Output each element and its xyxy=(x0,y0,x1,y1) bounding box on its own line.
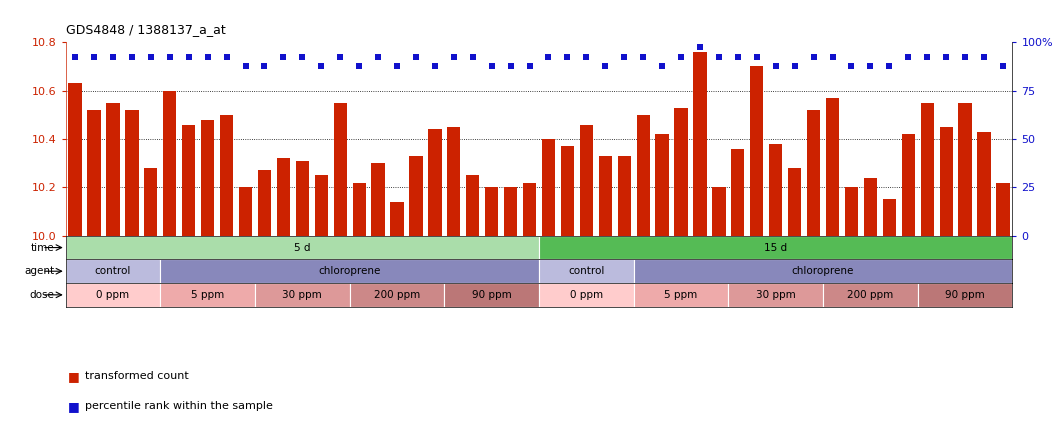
Bar xyxy=(239,187,252,236)
Bar xyxy=(391,202,403,236)
Bar xyxy=(485,187,499,236)
Text: agent: agent xyxy=(24,266,54,276)
Bar xyxy=(539,259,633,283)
Text: 5 ppm: 5 ppm xyxy=(191,290,225,300)
Bar xyxy=(504,187,517,236)
Bar xyxy=(713,187,725,236)
Bar xyxy=(182,124,195,236)
Bar xyxy=(353,183,365,236)
Bar xyxy=(633,259,1012,283)
Bar xyxy=(447,127,461,236)
Bar xyxy=(160,259,539,283)
Bar xyxy=(997,183,1009,236)
Bar xyxy=(656,134,668,236)
Bar xyxy=(939,127,953,236)
Bar xyxy=(66,236,539,259)
Bar xyxy=(769,144,783,236)
Bar xyxy=(823,283,918,307)
Bar xyxy=(257,170,271,236)
Bar xyxy=(958,103,972,236)
Text: 5 d: 5 d xyxy=(294,242,310,253)
Text: 15 d: 15 d xyxy=(765,242,787,253)
Text: 90 ppm: 90 ppm xyxy=(946,290,985,300)
Bar xyxy=(731,149,744,236)
Text: 5 ppm: 5 ppm xyxy=(664,290,698,300)
Bar xyxy=(542,139,555,236)
Bar xyxy=(579,124,593,236)
Bar xyxy=(918,283,1012,307)
Bar xyxy=(633,283,729,307)
Bar xyxy=(788,168,802,236)
Text: 200 ppm: 200 ppm xyxy=(847,290,894,300)
Bar xyxy=(920,103,934,236)
Bar xyxy=(523,183,536,236)
Bar xyxy=(845,187,858,236)
Bar xyxy=(66,259,160,283)
Bar xyxy=(295,161,309,236)
Text: transformed count: transformed count xyxy=(85,371,189,382)
Bar xyxy=(410,156,423,236)
Text: ■: ■ xyxy=(68,370,79,383)
Bar xyxy=(88,110,101,236)
Bar xyxy=(315,175,328,236)
Bar xyxy=(729,283,823,307)
Bar xyxy=(977,132,990,236)
Bar xyxy=(66,283,160,307)
Text: ■: ■ xyxy=(68,400,79,412)
Text: 30 ppm: 30 ppm xyxy=(283,290,322,300)
Bar xyxy=(428,129,442,236)
Text: 0 ppm: 0 ppm xyxy=(96,290,129,300)
Bar xyxy=(883,200,896,236)
Bar xyxy=(636,115,650,236)
Text: 200 ppm: 200 ppm xyxy=(374,290,420,300)
Bar xyxy=(561,146,574,236)
Bar xyxy=(220,115,233,236)
Bar xyxy=(255,283,349,307)
Bar xyxy=(864,178,877,236)
Text: percentile rank within the sample: percentile rank within the sample xyxy=(85,401,272,411)
Bar xyxy=(125,110,139,236)
Bar xyxy=(106,103,120,236)
Text: dose: dose xyxy=(30,290,54,300)
Bar xyxy=(750,66,764,236)
Bar xyxy=(539,283,633,307)
Text: chloroprene: chloroprene xyxy=(792,266,855,276)
Bar xyxy=(201,120,214,236)
Bar xyxy=(163,91,177,236)
Bar xyxy=(349,283,445,307)
Bar xyxy=(276,158,290,236)
Text: 0 ppm: 0 ppm xyxy=(570,290,603,300)
Bar xyxy=(675,107,687,236)
Text: chloroprene: chloroprene xyxy=(319,266,381,276)
Bar xyxy=(466,175,480,236)
Text: 30 ppm: 30 ppm xyxy=(756,290,795,300)
Bar xyxy=(144,168,158,236)
Text: GDS4848 / 1388137_a_at: GDS4848 / 1388137_a_at xyxy=(66,23,226,36)
Bar xyxy=(807,110,821,236)
Text: 90 ppm: 90 ppm xyxy=(472,290,511,300)
Bar xyxy=(445,283,539,307)
Bar xyxy=(372,163,384,236)
Text: control: control xyxy=(569,266,605,276)
Text: control: control xyxy=(95,266,131,276)
Bar xyxy=(617,156,631,236)
Bar xyxy=(334,103,347,236)
Bar xyxy=(901,134,915,236)
Bar xyxy=(539,236,1012,259)
Bar xyxy=(69,83,82,236)
Bar xyxy=(826,98,839,236)
Text: time: time xyxy=(31,242,54,253)
Bar xyxy=(160,283,255,307)
Bar xyxy=(598,156,612,236)
Bar xyxy=(694,52,706,236)
